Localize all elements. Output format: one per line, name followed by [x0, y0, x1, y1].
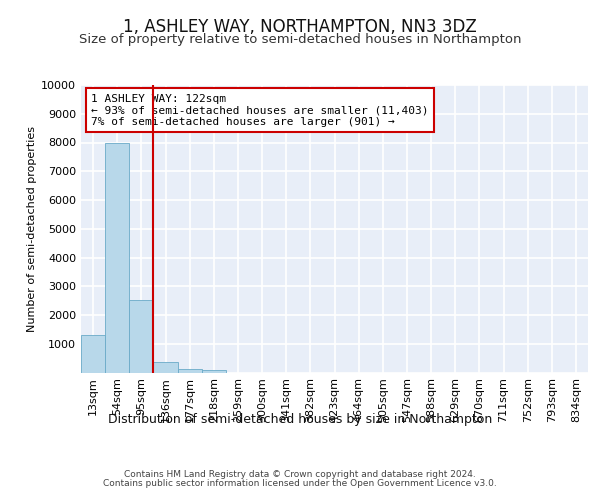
Text: 1, ASHLEY WAY, NORTHAMPTON, NN3 3DZ: 1, ASHLEY WAY, NORTHAMPTON, NN3 3DZ [123, 18, 477, 36]
Bar [129, 300, 154, 372]
Text: Contains HM Land Registry data © Crown copyright and database right 2024.: Contains HM Land Registry data © Crown c… [124, 470, 476, 479]
Text: Contains public sector information licensed under the Open Government Licence v3: Contains public sector information licen… [103, 479, 497, 488]
Bar [202, 370, 226, 372]
Text: Distribution of semi-detached houses by size in Northampton: Distribution of semi-detached houses by … [108, 412, 492, 426]
Bar [178, 369, 202, 372]
Y-axis label: Number of semi-detached properties: Number of semi-detached properties [27, 126, 37, 332]
Bar [154, 362, 178, 372]
Bar [105, 142, 129, 372]
Text: 1 ASHLEY WAY: 122sqm
← 93% of semi-detached houses are smaller (11,403)
7% of se: 1 ASHLEY WAY: 122sqm ← 93% of semi-detac… [91, 94, 428, 127]
Bar [81, 335, 105, 372]
Text: Size of property relative to semi-detached houses in Northampton: Size of property relative to semi-detach… [79, 32, 521, 46]
